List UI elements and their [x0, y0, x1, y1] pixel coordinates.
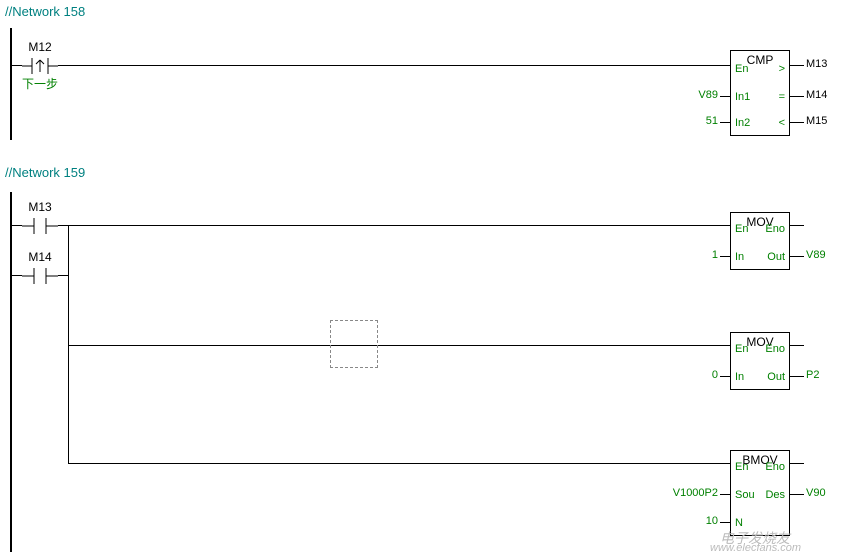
mov-block-1[interactable]: MOV En In Eno Out [730, 212, 790, 270]
contact-label-top: M13 [22, 200, 58, 214]
mov-block-2[interactable]: MOV En In Eno Out [730, 332, 790, 390]
contact-label-top: M12 [22, 40, 58, 54]
wire [720, 376, 730, 377]
wire [68, 345, 730, 346]
pin-lt: < [779, 117, 785, 129]
ext-v89-out: V89 [806, 249, 826, 261]
contact-rising-icon [22, 56, 58, 76]
pin-eno: Eno [765, 461, 785, 473]
wire [790, 65, 804, 66]
contact-no-icon [22, 216, 58, 236]
ext-m13: M13 [806, 58, 827, 70]
wire [790, 463, 804, 464]
ext-1: 1 [700, 249, 718, 261]
ext-m15: M15 [806, 115, 827, 127]
ext-51: 51 [690, 115, 718, 127]
wire [790, 256, 804, 257]
pin-en: En [735, 461, 748, 473]
selection-box [330, 320, 378, 368]
wire [790, 225, 804, 226]
left-rail-n159 [10, 192, 12, 552]
pin-des: Des [765, 489, 785, 501]
wire [790, 96, 804, 97]
wire [58, 65, 730, 66]
wire [790, 345, 804, 346]
wire [720, 96, 730, 97]
left-rail-n158 [10, 28, 12, 140]
pin-in1: In1 [735, 91, 750, 103]
ext-v89: V89 [690, 89, 718, 101]
wire [12, 225, 22, 226]
wire [68, 463, 730, 464]
wire [790, 122, 804, 123]
wire [720, 494, 730, 495]
ext-0: 0 [700, 369, 718, 381]
pin-en: En [735, 223, 748, 235]
wire [68, 275, 69, 463]
wire [790, 376, 804, 377]
pin-in2: In2 [735, 117, 750, 129]
ext-v90: V90 [806, 487, 826, 499]
wire [790, 494, 804, 495]
pin-en: En [735, 63, 748, 75]
wire [68, 225, 69, 275]
pin-en: En [735, 343, 748, 355]
ext-10: 10 [695, 515, 718, 527]
wire [720, 522, 730, 523]
bmov-block[interactable]: BMOV En Sou N Eno Des [730, 450, 790, 536]
watermark: www.elecfans.com [710, 542, 801, 554]
pin-out: Out [767, 371, 785, 383]
ext-v1000p2: V1000P2 [662, 487, 718, 499]
contact-label-top: M14 [22, 250, 58, 264]
pin-eq: = [779, 91, 785, 103]
wire [720, 122, 730, 123]
ext-m14: M14 [806, 89, 827, 101]
contact-m13[interactable]: M13 [22, 216, 58, 236]
pin-gt: > [779, 63, 785, 75]
contact-label-bot: 下一步 [22, 75, 58, 92]
pin-in: In [735, 251, 744, 263]
pin-eno: Eno [765, 223, 785, 235]
pin-sou: Sou [735, 489, 755, 501]
wire [58, 225, 730, 226]
pin-in: In [735, 371, 744, 383]
wire [720, 256, 730, 257]
contact-m14[interactable]: M14 [22, 266, 58, 286]
pin-out: Out [767, 251, 785, 263]
wire [58, 275, 68, 276]
pin-eno: Eno [765, 343, 785, 355]
ext-p2: P2 [806, 369, 819, 381]
wire [12, 65, 22, 66]
network-label-159: //Network 159 [5, 165, 85, 180]
cmp-block[interactable]: CMP En In1 In2 > = < [730, 50, 790, 136]
contact-m12[interactable]: M12 下一步 [22, 56, 58, 76]
contact-no-icon [22, 266, 58, 286]
wire [12, 275, 22, 276]
network-label-158: //Network 158 [5, 4, 85, 19]
